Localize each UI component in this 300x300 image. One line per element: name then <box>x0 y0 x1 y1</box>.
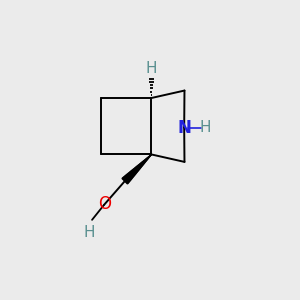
Polygon shape <box>139 164 142 167</box>
Polygon shape <box>122 178 128 184</box>
Polygon shape <box>135 167 139 171</box>
Polygon shape <box>132 170 136 174</box>
Text: N: N <box>177 119 191 137</box>
Polygon shape <box>151 154 152 155</box>
Polygon shape <box>125 175 131 181</box>
Polygon shape <box>148 156 150 158</box>
Polygon shape <box>141 163 143 165</box>
Polygon shape <box>126 175 131 180</box>
Polygon shape <box>144 160 146 162</box>
Polygon shape <box>148 157 149 158</box>
Text: H: H <box>146 61 157 76</box>
Polygon shape <box>123 177 129 183</box>
Polygon shape <box>127 174 132 179</box>
Text: H: H <box>199 120 211 135</box>
Polygon shape <box>138 165 141 168</box>
Polygon shape <box>145 159 147 161</box>
Text: H: H <box>84 225 95 240</box>
Polygon shape <box>128 173 133 178</box>
Polygon shape <box>133 169 137 173</box>
Text: O: O <box>98 195 111 213</box>
Polygon shape <box>149 155 151 156</box>
Polygon shape <box>124 176 130 182</box>
Polygon shape <box>136 167 140 170</box>
Polygon shape <box>146 158 148 160</box>
Polygon shape <box>147 158 148 159</box>
Polygon shape <box>130 171 135 176</box>
Polygon shape <box>129 172 134 177</box>
Polygon shape <box>137 166 140 169</box>
Polygon shape <box>140 163 143 166</box>
Polygon shape <box>142 161 145 163</box>
Polygon shape <box>142 162 144 164</box>
Polygon shape <box>134 168 138 172</box>
Polygon shape <box>131 170 136 175</box>
